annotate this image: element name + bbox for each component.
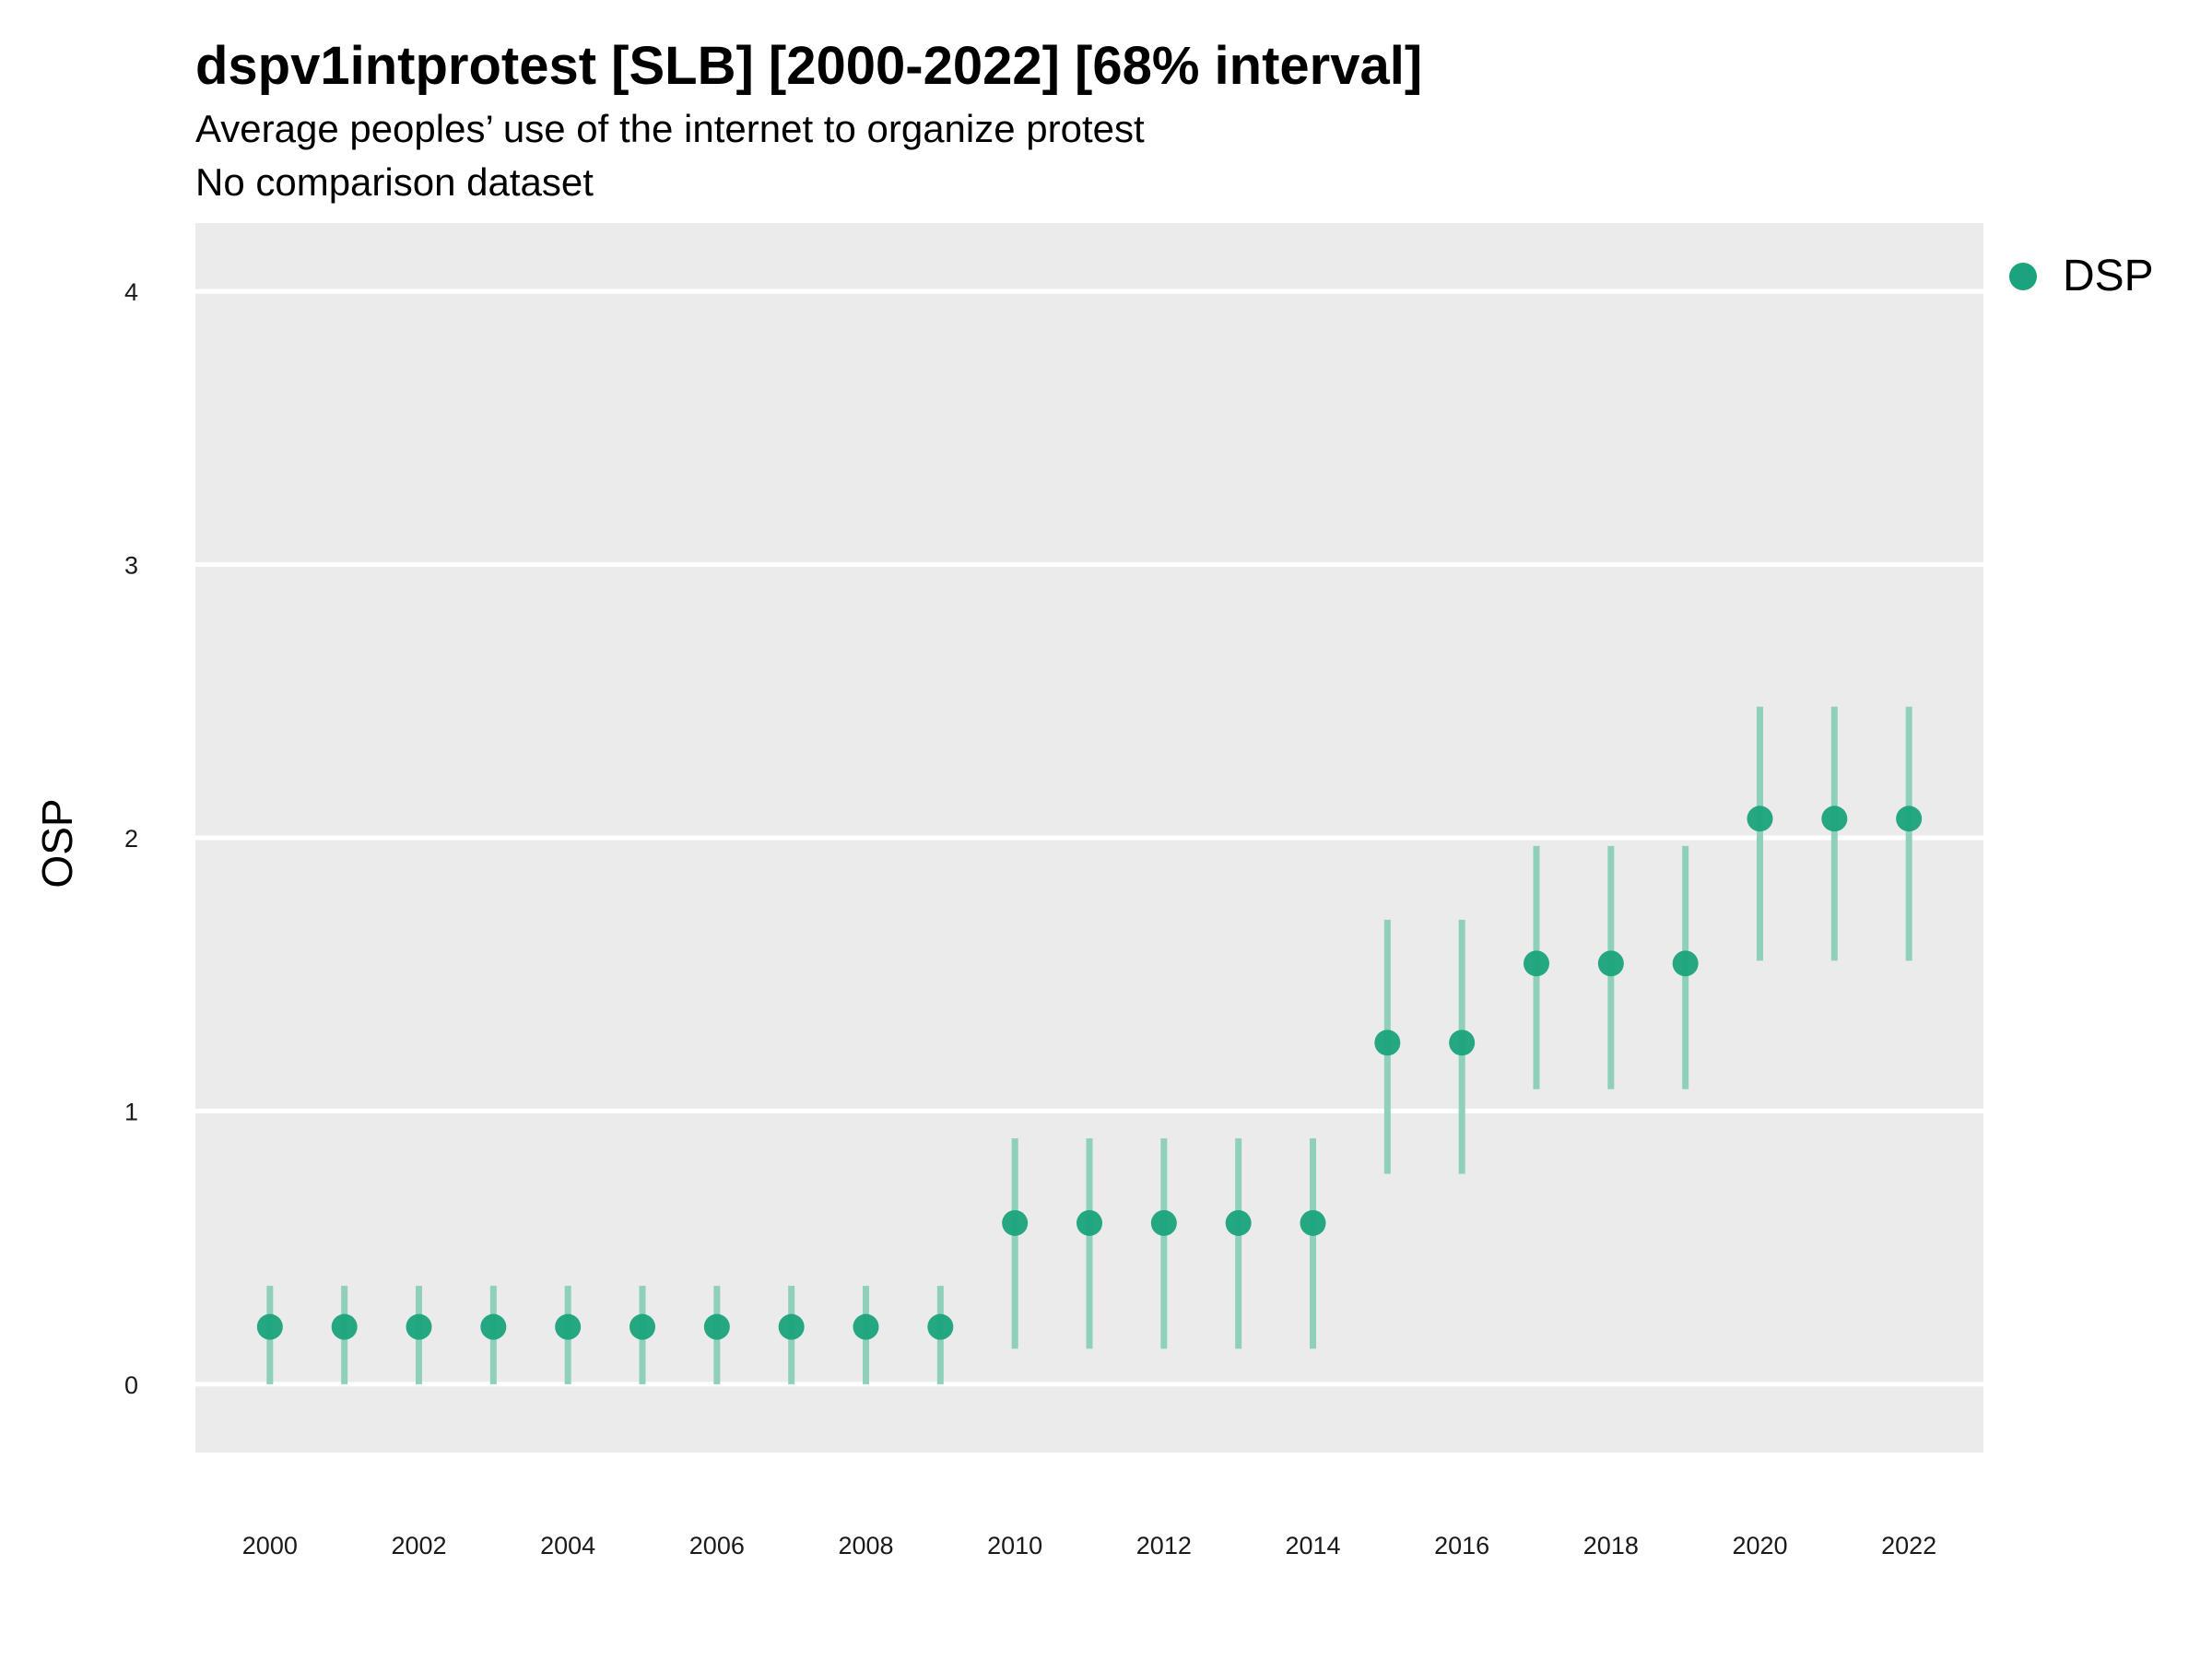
data-point [331,1313,358,1340]
x-tick-label: 2006 [689,1532,745,1559]
x-tick-label: 2016 [1434,1532,1489,1559]
y-tick-label: 4 [124,278,138,306]
data-point [1896,806,1923,832]
data-point [256,1313,283,1340]
data-point [1077,1209,1102,1236]
legend: DSP [2009,251,2154,301]
x-tick-label: 2008 [838,1532,893,1559]
y-tick-label: 3 [124,552,138,580]
legend-key-dsp [2009,262,2037,290]
chart-subtitle: Average peoples’ use of the internet to … [195,107,1145,150]
legend-label-dsp: DSP [2063,252,2154,300]
data-point [703,1313,730,1340]
data-point [1449,1030,1476,1056]
chart-caption: No comparison dataset [195,160,594,204]
x-tick-label: 2012 [1136,1532,1192,1559]
data-point [1002,1209,1029,1236]
y-tick-label: 1 [124,1098,138,1125]
x-tick-label: 2022 [1881,1532,1936,1559]
x-tick-label: 2000 [242,1532,298,1559]
data-point [1597,950,1624,977]
data-point [1374,1030,1401,1056]
data-point [1300,1209,1326,1236]
data-point [1225,1209,1252,1236]
x-tick-label: 2010 [987,1532,1042,1559]
data-point [480,1313,507,1340]
data-point [927,1313,954,1340]
data-point [406,1313,432,1340]
x-tick-label: 2002 [391,1532,446,1559]
data-point [1150,1209,1177,1236]
x-tick-label: 2014 [1285,1532,1340,1559]
data-point [1821,806,1848,832]
chart-title: dspv1intprotest [SLB] [2000-2022] [68% i… [195,36,1423,96]
y-tick-label: 0 [124,1371,138,1399]
data-point [853,1313,879,1340]
x-tick-label: 2020 [1732,1532,1787,1559]
data-point [778,1313,805,1340]
data-point [555,1313,582,1340]
data-point [629,1313,655,1340]
y-tick-label: 2 [124,825,138,853]
x-tick-label: 2018 [1583,1532,1639,1559]
x-tick-label: 2004 [540,1532,595,1559]
data-point [1524,950,1549,977]
data-point [1672,950,1699,977]
data-point [1747,806,1773,832]
